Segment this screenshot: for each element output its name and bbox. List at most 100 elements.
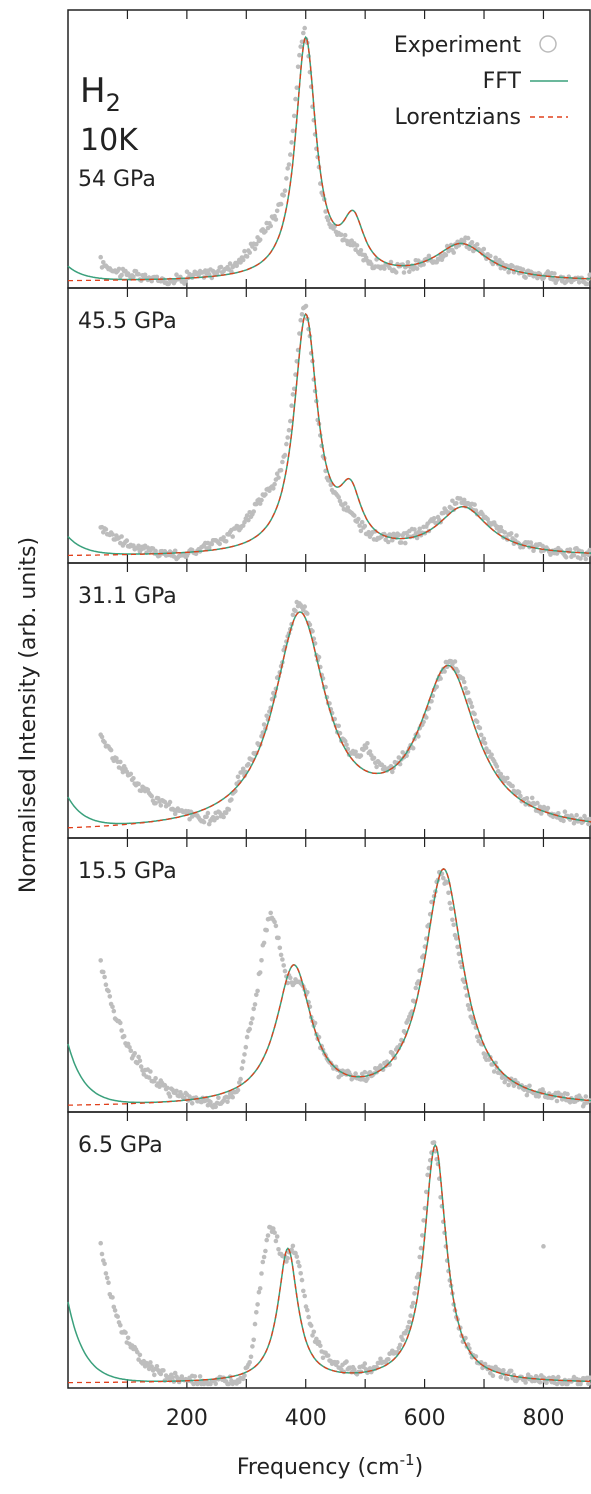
temperature-label: 10K bbox=[80, 123, 139, 158]
experiment-point bbox=[461, 497, 467, 503]
experiment-point bbox=[237, 1379, 242, 1385]
experiment-point bbox=[342, 232, 348, 238]
experiment-point bbox=[400, 1337, 406, 1342]
experiment-point bbox=[114, 756, 119, 761]
experiment-point bbox=[132, 1051, 137, 1056]
experiment-point bbox=[290, 128, 296, 134]
experiment-point bbox=[146, 1075, 152, 1080]
experiment-point bbox=[256, 1289, 262, 1295]
experiment-point bbox=[273, 217, 279, 222]
experiment-point bbox=[201, 819, 207, 825]
experiment-point bbox=[192, 1374, 198, 1379]
experiment-point bbox=[242, 248, 247, 254]
pressure-label: 45.5 GPa bbox=[78, 309, 177, 334]
experiment-point bbox=[223, 539, 229, 544]
series-lorentzians-line bbox=[68, 868, 591, 1106]
experiment-point bbox=[516, 789, 522, 795]
experiment-point bbox=[464, 993, 470, 998]
experiment-point bbox=[154, 1364, 160, 1369]
experiment-point bbox=[359, 519, 365, 525]
panels-layer: 54 GPa 45.5 GPa 31.1 GPa 15.5 GPa 6.5 GPa bbox=[67, 9, 591, 1389]
experiment-point bbox=[302, 25, 308, 31]
experiment-point bbox=[172, 1370, 178, 1376]
experiment-point bbox=[352, 1367, 357, 1372]
experiment-point bbox=[335, 1360, 340, 1365]
experiment-point bbox=[103, 1271, 109, 1276]
experiment-point bbox=[465, 235, 471, 241]
experiment-point bbox=[416, 258, 421, 264]
experiment-point bbox=[474, 719, 480, 724]
experiment-point bbox=[239, 770, 245, 775]
experiment-point bbox=[578, 1381, 583, 1387]
experiment-point bbox=[358, 248, 364, 253]
experiment-point bbox=[574, 812, 579, 818]
experiment-point bbox=[354, 243, 360, 248]
experiment-point bbox=[451, 922, 457, 928]
experiment-point bbox=[227, 261, 233, 266]
series-fft-line bbox=[67, 312, 591, 555]
experiment-point bbox=[259, 958, 264, 963]
experiment-point bbox=[167, 1094, 173, 1099]
experiment-point bbox=[463, 1335, 468, 1341]
x-tick-label-200: 200 bbox=[166, 1406, 208, 1431]
experiment-point bbox=[571, 553, 577, 558]
experiment-point bbox=[290, 392, 296, 397]
experiment-point bbox=[390, 537, 395, 543]
experiment-point bbox=[273, 1238, 279, 1244]
experiment-point bbox=[365, 1076, 370, 1081]
experiment-point bbox=[544, 1380, 549, 1385]
panel-5: 6.5 GPa bbox=[67, 1111, 591, 1389]
experiment-point bbox=[295, 1259, 301, 1265]
experiment-point bbox=[442, 669, 447, 674]
experiment-point bbox=[271, 1226, 276, 1231]
experiment-point bbox=[532, 1378, 538, 1384]
experiment-point bbox=[316, 654, 322, 660]
pressure-label: 15.5 GPa bbox=[78, 859, 177, 884]
experiment-point bbox=[263, 492, 268, 497]
experiment-point bbox=[282, 452, 288, 458]
experiment-point bbox=[565, 1091, 570, 1097]
experiment-point bbox=[320, 1355, 326, 1361]
experiment-point bbox=[452, 659, 458, 664]
experiment-point bbox=[311, 1329, 317, 1335]
experiment-point bbox=[451, 250, 457, 255]
experiment-point bbox=[276, 1247, 281, 1252]
pressure-label: 6.5 GPa bbox=[78, 1133, 163, 1158]
experiment-point bbox=[290, 1243, 296, 1249]
experiment-point bbox=[460, 676, 466, 681]
experiment-point bbox=[268, 910, 274, 916]
experiment-point bbox=[561, 818, 566, 824]
experiment-point bbox=[310, 1333, 315, 1338]
experiment-point bbox=[472, 711, 477, 717]
experiment-point bbox=[467, 1007, 472, 1012]
experiment-point bbox=[103, 982, 109, 987]
experiment-point bbox=[106, 1280, 111, 1285]
panel-1: 54 GPa bbox=[67, 9, 591, 289]
experiment-point bbox=[578, 556, 583, 561]
experiment-point bbox=[244, 513, 250, 518]
experiment-point bbox=[284, 176, 289, 181]
experiment-point bbox=[268, 223, 274, 229]
experiment-point bbox=[286, 162, 292, 167]
experiment-point bbox=[306, 1314, 311, 1320]
experiment-point bbox=[240, 1059, 246, 1064]
x-tick-label-400: 400 bbox=[285, 1406, 327, 1431]
experiment-point bbox=[421, 262, 426, 267]
experiment-point bbox=[302, 604, 308, 609]
experiment-point bbox=[456, 951, 462, 957]
experiment-point bbox=[465, 1003, 471, 1008]
experiment-point bbox=[289, 1247, 294, 1253]
experiment-point bbox=[583, 1094, 589, 1099]
experiment-point bbox=[261, 722, 267, 727]
x-tick-labels: 200 400 600 800 bbox=[166, 1406, 565, 1431]
experiment-point bbox=[261, 940, 267, 946]
experiment-point bbox=[424, 715, 429, 720]
experiment-point bbox=[412, 527, 417, 532]
experiment-point bbox=[481, 736, 487, 742]
experiment-point bbox=[251, 1006, 256, 1012]
experiment-point bbox=[524, 796, 530, 801]
experiment-point bbox=[235, 1087, 241, 1093]
experiment-point bbox=[172, 548, 178, 554]
experiment-point bbox=[137, 1058, 143, 1063]
experiment-point bbox=[119, 1028, 124, 1033]
